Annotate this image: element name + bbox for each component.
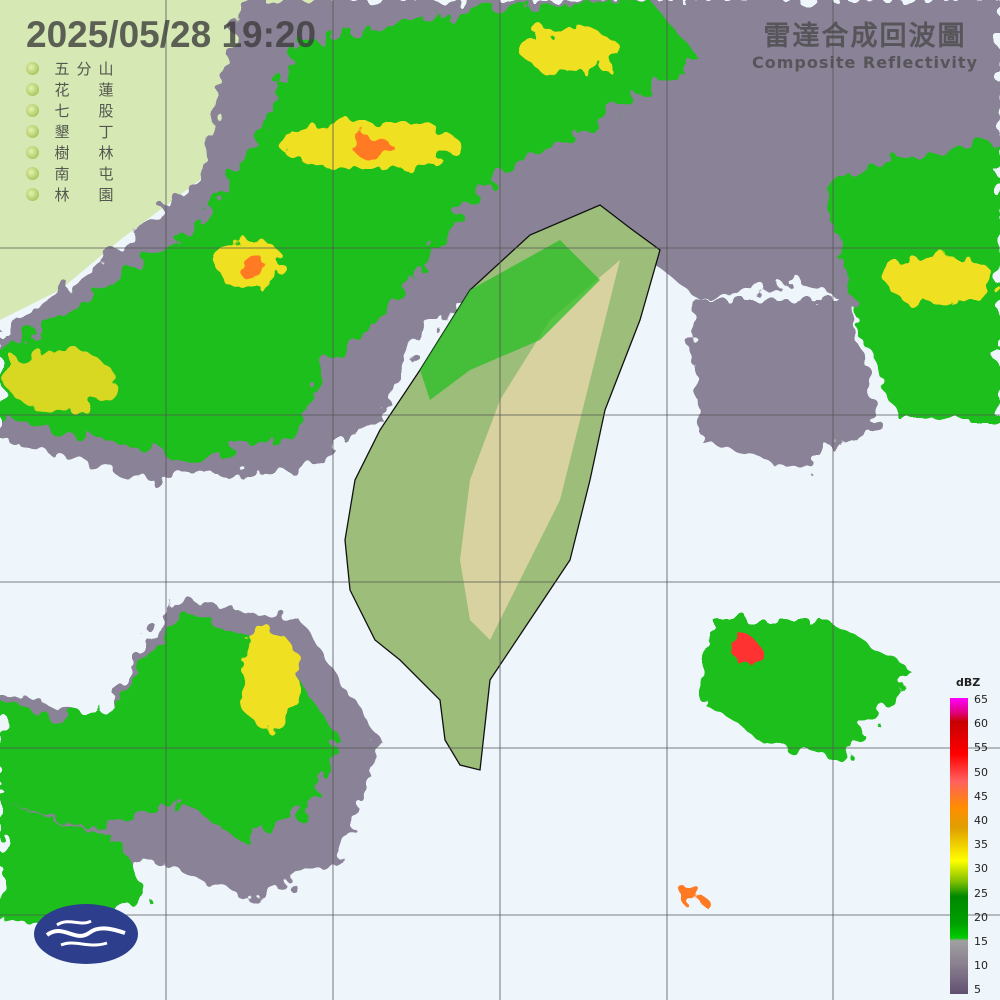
legend-tick: 35 xyxy=(974,838,988,852)
station-item: 墾丁 xyxy=(26,121,117,142)
legend-tick: 15 xyxy=(974,935,988,948)
legend-tick: 10 xyxy=(974,959,988,973)
legend-tick: 5 xyxy=(974,983,981,997)
legend-tick: 25 xyxy=(974,886,988,900)
legend-tick: 40 xyxy=(974,814,988,827)
echo-heavy xyxy=(350,135,390,155)
echo-strong xyxy=(5,350,115,410)
station-dot-icon xyxy=(26,167,39,180)
legend-tick: 30 xyxy=(974,862,988,876)
station-dot-icon xyxy=(26,146,39,159)
echo-heavy xyxy=(678,885,702,905)
station-dot-icon xyxy=(26,83,39,96)
echo-strong xyxy=(520,28,620,72)
legend-tick: 65 xyxy=(974,693,988,706)
station-dot-icon xyxy=(26,188,39,201)
radar-echoes xyxy=(0,0,1000,930)
echo-moderate xyxy=(0,800,150,930)
echo-weak xyxy=(690,300,880,470)
title-en: Composite Reflectivity xyxy=(751,53,978,72)
station-dot-icon xyxy=(26,62,39,75)
station-dot-icon xyxy=(26,125,39,138)
timestamp: 2025/05/28 19:20 xyxy=(26,14,317,55)
cwa-logo-icon xyxy=(34,904,138,964)
echo-strong xyxy=(885,255,995,305)
legend-tick: 55 xyxy=(974,741,988,755)
legend-color-bar xyxy=(950,698,968,994)
station-item: 林園 xyxy=(26,184,117,205)
echo-strong xyxy=(240,630,300,730)
legend-tick: 45 xyxy=(974,789,988,803)
map-title: 雷達合成回波圖 Composite Reflectivity xyxy=(752,14,978,72)
radar-station-list: 五分山 花蓮 七股 墾丁 樹林 南屯 林園 xyxy=(26,58,117,205)
station-item: 樹林 xyxy=(26,142,117,163)
station-item: 五分山 xyxy=(26,58,117,79)
legend-tick: 50 xyxy=(974,765,988,779)
station-item: 花蓮 xyxy=(26,79,117,100)
echo-taiwan xyxy=(420,240,600,400)
echo-heavy xyxy=(235,253,265,277)
echo-moderate xyxy=(0,0,700,460)
echo-moderate xyxy=(700,620,910,760)
dbz-legend: dBZ 65 60 55 50 45 40 35 30 25 20 15 10 5 xyxy=(948,676,998,996)
legend-tick: 60 xyxy=(974,717,988,731)
legend-unit: dBZ xyxy=(956,676,981,689)
station-item: 南屯 xyxy=(26,163,117,184)
station-dot-icon xyxy=(26,104,39,117)
legend-tick: 20 xyxy=(974,910,988,924)
echo-heavy xyxy=(731,636,759,664)
title-zh: 雷達合成回波圖 xyxy=(763,21,967,52)
station-item: 七股 xyxy=(26,100,117,121)
